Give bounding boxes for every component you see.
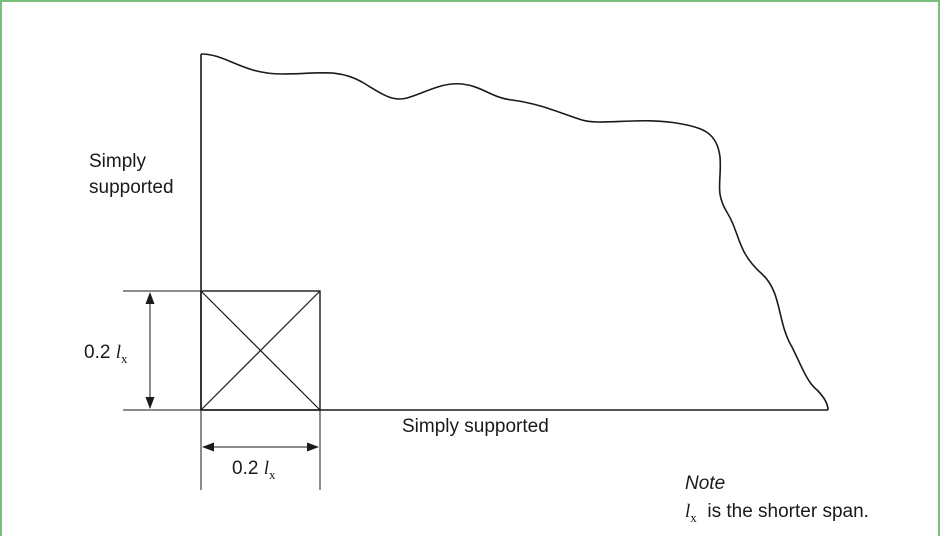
horizontal-arrow-left	[202, 442, 214, 452]
vertical-dimension-label: 0.2 lx	[84, 341, 127, 366]
corner-diagonal-2	[200, 290, 321, 411]
vertical-arrow-bottom	[145, 397, 155, 409]
vertical-dimension-prefix: 0.2	[84, 342, 116, 363]
note-subscript: x	[690, 510, 697, 525]
horizontal-dimension-prefix: 0.2	[232, 458, 264, 479]
corner-square	[200, 290, 321, 411]
vertical-dimension-subscript: x	[120, 351, 128, 366]
horizontal-dimension-subscript: x	[268, 467, 276, 482]
horizontal-dimension-label: 0.2 lx	[232, 457, 275, 482]
horizontal-arrow-right	[307, 442, 319, 452]
left-edge-label-line2: supported	[89, 177, 174, 198]
note-title: Note	[685, 473, 726, 494]
left-edge-label-line1: Simply	[89, 151, 147, 172]
horizontal-dimension-symbol: l	[263, 458, 269, 479]
note-text: lx is the shorter span.	[685, 500, 869, 525]
bottom-edge-label: Simply supported	[402, 416, 549, 437]
note-symbol: l	[685, 501, 691, 522]
note-body: is the shorter span.	[707, 501, 869, 522]
vertical-dimension-symbol: l	[115, 342, 121, 363]
vertical-arrow-top	[145, 292, 155, 304]
break-line	[200, 53, 829, 411]
